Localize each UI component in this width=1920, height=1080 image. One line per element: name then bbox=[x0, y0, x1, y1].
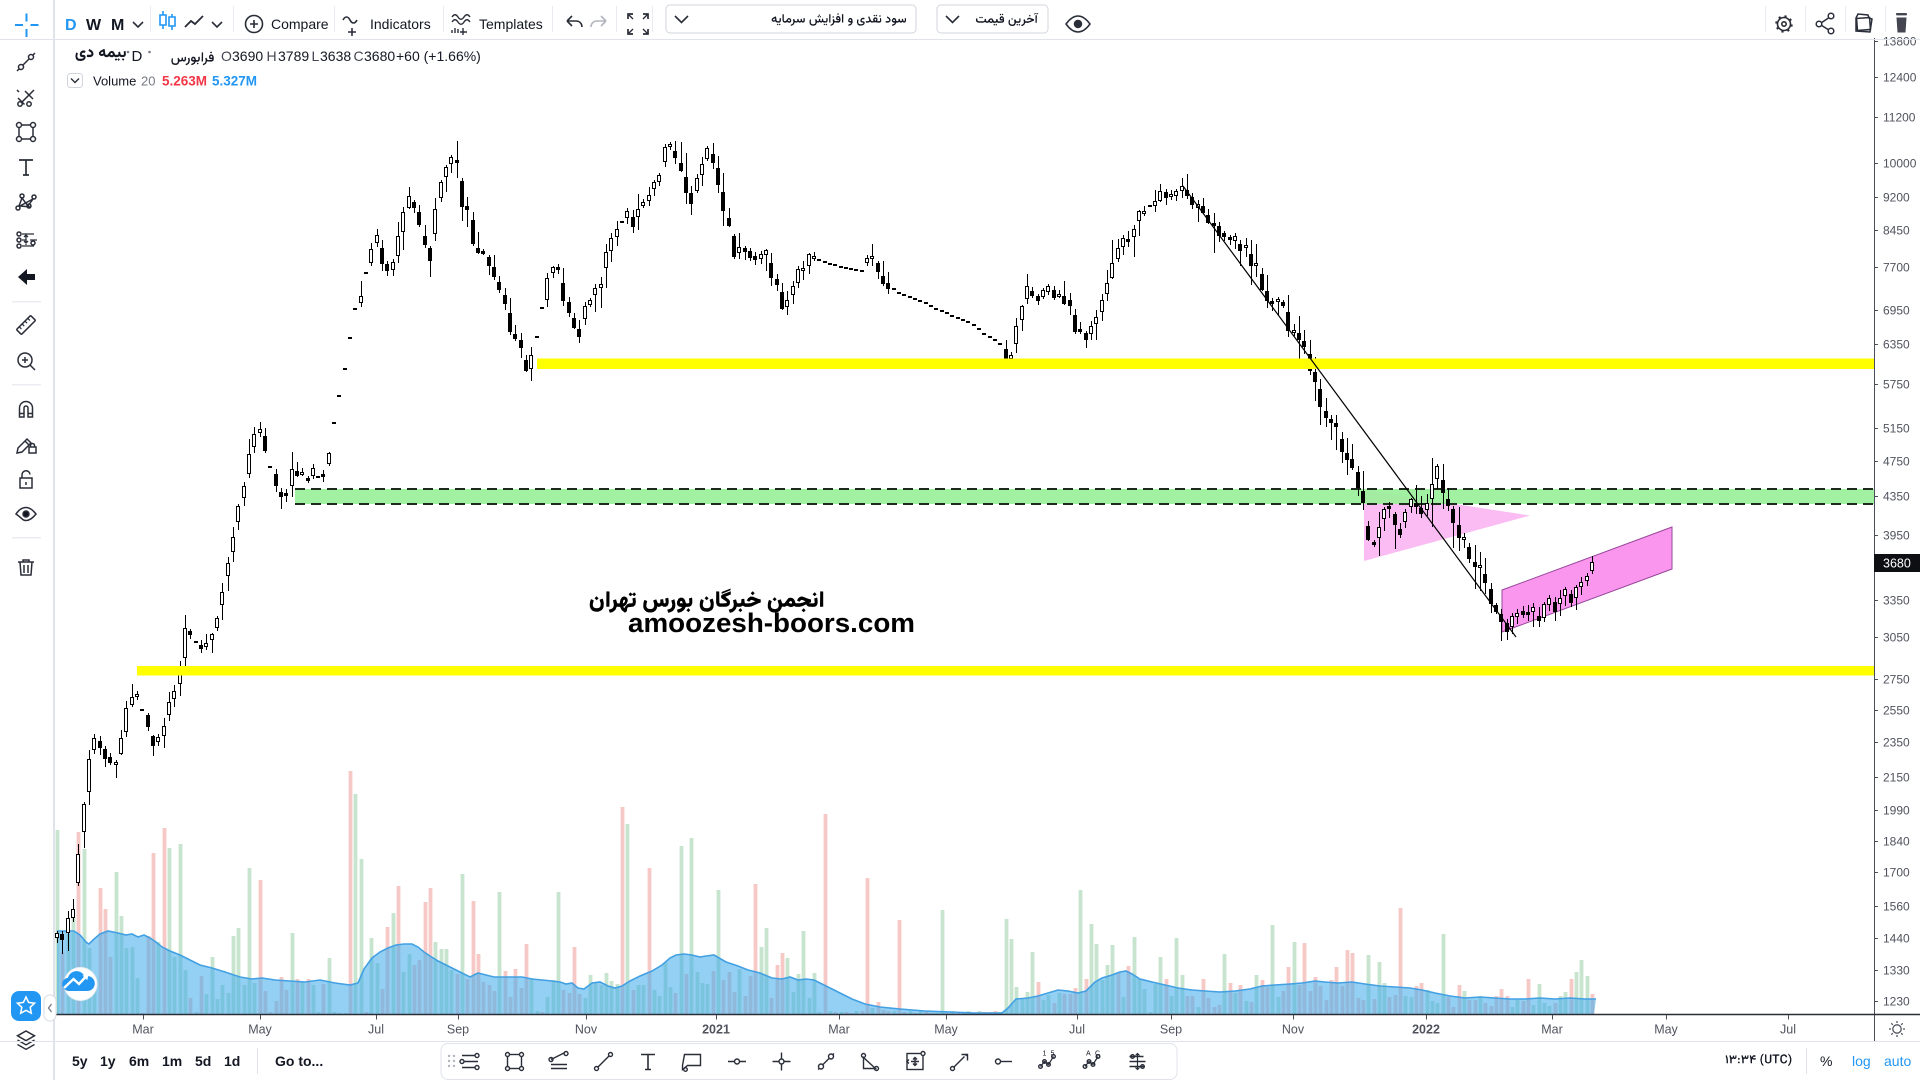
svg-text:10000: 10000 bbox=[1883, 157, 1917, 171]
svg-text:Volume: Volume bbox=[93, 74, 136, 89]
svg-text:2550: 2550 bbox=[1883, 704, 1910, 718]
svg-text:Nov: Nov bbox=[575, 1023, 598, 1037]
svg-text:1230: 1230 bbox=[1883, 995, 1910, 1009]
svg-text:Nov: Nov bbox=[1282, 1023, 1305, 1037]
svg-text:Compare: Compare bbox=[271, 16, 329, 32]
svg-text:O: O bbox=[221, 48, 232, 64]
svg-text:1y: 1y bbox=[100, 1053, 116, 1069]
svg-text:1440: 1440 bbox=[1883, 932, 1910, 946]
svg-text:5: 5 bbox=[1051, 1051, 1055, 1058]
svg-text:3680: 3680 bbox=[1883, 557, 1911, 571]
svg-text:H: H bbox=[267, 48, 277, 64]
svg-text:6m: 6m bbox=[129, 1053, 149, 1069]
svg-text:D: D bbox=[132, 48, 143, 65]
svg-text:Sep: Sep bbox=[1160, 1023, 1182, 1037]
svg-text:8450: 8450 bbox=[1883, 224, 1910, 238]
svg-text:5.263M: 5.263M bbox=[162, 74, 207, 89]
svg-text:May: May bbox=[248, 1023, 272, 1037]
svg-text:1840: 1840 bbox=[1883, 835, 1910, 849]
svg-text:Jul: Jul bbox=[1069, 1023, 1085, 1037]
svg-text:3950: 3950 bbox=[1883, 529, 1910, 543]
svg-text:Go to...: Go to... bbox=[275, 1053, 323, 1069]
svg-text:2750: 2750 bbox=[1883, 673, 1910, 687]
svg-text:1700: 1700 bbox=[1883, 866, 1910, 880]
svg-text:May: May bbox=[934, 1023, 958, 1037]
svg-text:auto: auto bbox=[1884, 1053, 1911, 1069]
svg-text:3690: 3690 bbox=[232, 48, 263, 64]
svg-text:4750: 4750 bbox=[1883, 455, 1910, 469]
svg-text:1d: 1d bbox=[224, 1053, 240, 1069]
svg-text:2150: 2150 bbox=[1883, 771, 1910, 785]
svg-text:C: C bbox=[1095, 1051, 1100, 1058]
svg-text:13800: 13800 bbox=[1883, 35, 1917, 49]
svg-text:log: log bbox=[1852, 1053, 1871, 1069]
svg-text:Jul: Jul bbox=[368, 1023, 384, 1037]
svg-text:6350: 6350 bbox=[1883, 338, 1910, 352]
svg-text:W: W bbox=[86, 17, 102, 34]
svg-text:5.327M: 5.327M bbox=[212, 74, 257, 89]
svg-text:1330: 1330 bbox=[1883, 964, 1910, 978]
svg-text:L: L bbox=[312, 48, 320, 64]
svg-text:2350: 2350 bbox=[1883, 736, 1910, 750]
svg-text:%: % bbox=[1820, 1053, 1832, 1069]
svg-text:Templates: Templates bbox=[479, 16, 543, 32]
svg-text:1990: 1990 bbox=[1883, 804, 1910, 818]
svg-text:3680: 3680 bbox=[364, 48, 395, 64]
svg-text:3050: 3050 bbox=[1883, 631, 1910, 645]
svg-text:Mar: Mar bbox=[132, 1023, 154, 1037]
svg-text:6950: 6950 bbox=[1883, 304, 1910, 318]
svg-text:A: A bbox=[1086, 1051, 1091, 1058]
svg-text:Jul: Jul bbox=[1780, 1023, 1796, 1037]
svg-text:+60 (+1.66%): +60 (+1.66%) bbox=[396, 48, 481, 64]
svg-text:3789: 3789 bbox=[278, 48, 309, 64]
svg-text:4350: 4350 bbox=[1883, 490, 1910, 504]
svg-text:1: 1 bbox=[1043, 1051, 1047, 1058]
svg-text:5y: 5y bbox=[72, 1053, 88, 1069]
svg-text:Mar: Mar bbox=[1541, 1023, 1563, 1037]
svg-text:3350: 3350 bbox=[1883, 594, 1910, 608]
svg-text:2022: 2022 bbox=[1412, 1023, 1440, 1037]
svg-text:1m: 1m bbox=[162, 1053, 182, 1069]
svg-text:D: D bbox=[65, 17, 77, 34]
svg-text:7700: 7700 bbox=[1883, 261, 1910, 275]
svg-text:11200: 11200 bbox=[1883, 111, 1916, 125]
svg-text:M: M bbox=[111, 17, 124, 34]
svg-text:amoozesh-boors.com: amoozesh-boors.com bbox=[628, 608, 915, 638]
svg-text:5750: 5750 bbox=[1883, 378, 1910, 392]
svg-text:C: C bbox=[354, 48, 364, 64]
svg-text:Sep: Sep bbox=[447, 1023, 469, 1037]
svg-text:9200: 9200 bbox=[1883, 191, 1910, 205]
svg-text:5d: 5d bbox=[195, 1053, 211, 1069]
svg-text:20: 20 bbox=[141, 74, 155, 89]
svg-text:1560: 1560 bbox=[1883, 900, 1910, 914]
svg-text:2021: 2021 bbox=[702, 1023, 730, 1037]
svg-text:Mar: Mar bbox=[828, 1023, 850, 1037]
svg-text:Indicators: Indicators bbox=[370, 16, 431, 32]
svg-text:5150: 5150 bbox=[1883, 422, 1910, 436]
svg-text:May: May bbox=[1654, 1023, 1678, 1037]
svg-text:3638: 3638 bbox=[320, 48, 351, 64]
svg-text:12400: 12400 bbox=[1883, 71, 1917, 85]
